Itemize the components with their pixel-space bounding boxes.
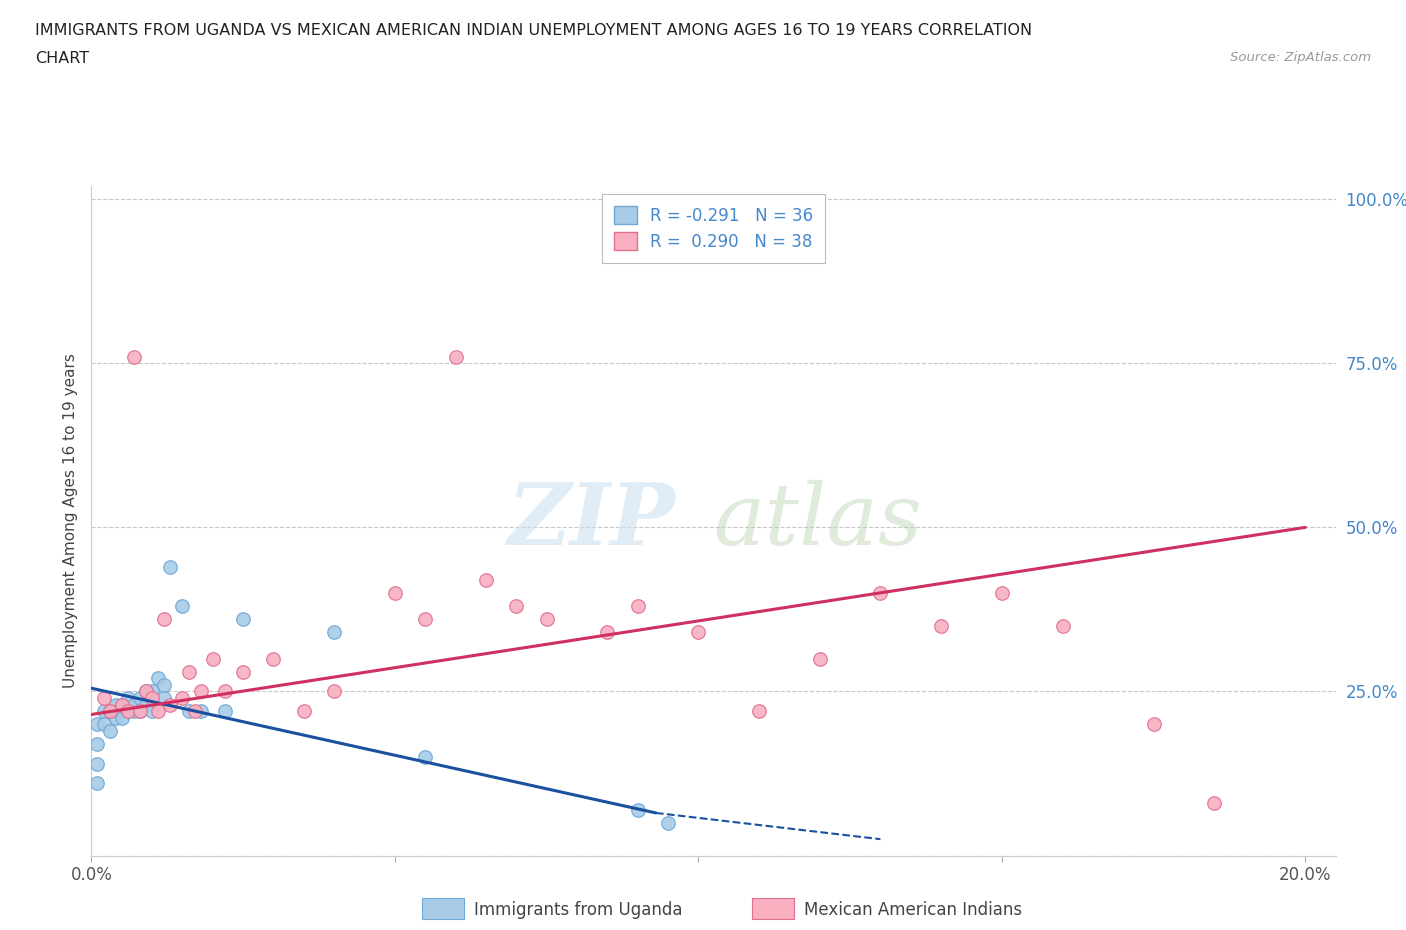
- Point: [159, 559, 181, 574]
- Point: [86, 776, 108, 790]
- Text: IMMIGRANTS FROM UGANDA VS MEXICAN AMERICAN INDIAN UNEMPLOYMENT AMONG AGES 16 TO : IMMIGRANTS FROM UGANDA VS MEXICAN AMERIC…: [35, 23, 1032, 38]
- Point: [991, 586, 1014, 601]
- Point: [141, 684, 163, 699]
- Point: [122, 698, 145, 712]
- Point: [93, 717, 115, 732]
- Point: [159, 698, 181, 712]
- Point: [117, 704, 139, 719]
- Point: [536, 612, 558, 627]
- Point: [93, 691, 115, 706]
- Point: [104, 698, 127, 712]
- Point: [111, 698, 134, 712]
- Point: [1204, 796, 1226, 811]
- Text: Source: ZipAtlas.com: Source: ZipAtlas.com: [1230, 51, 1371, 64]
- Point: [141, 704, 163, 719]
- Point: [177, 704, 200, 719]
- Point: [292, 704, 315, 719]
- Point: [444, 350, 467, 365]
- Point: [98, 724, 121, 738]
- Point: [1052, 618, 1074, 633]
- Point: [505, 599, 527, 614]
- Text: atlas: atlas: [713, 480, 922, 562]
- Legend: R = -0.291   N = 36, R =  0.290   N = 38: R = -0.291 N = 36, R = 0.290 N = 38: [602, 194, 825, 262]
- Point: [104, 711, 127, 725]
- Point: [177, 664, 200, 679]
- Point: [627, 803, 650, 817]
- Point: [153, 612, 176, 627]
- Point: [111, 711, 134, 725]
- Point: [172, 599, 194, 614]
- Point: [627, 599, 650, 614]
- Point: [98, 704, 121, 719]
- Text: ZIP: ZIP: [509, 479, 676, 563]
- Text: CHART: CHART: [35, 51, 89, 66]
- Point: [86, 756, 108, 771]
- Point: [129, 704, 152, 719]
- Point: [869, 586, 891, 601]
- Point: [86, 737, 108, 751]
- Y-axis label: Unemployment Among Ages 16 to 19 years: Unemployment Among Ages 16 to 19 years: [62, 353, 77, 688]
- Point: [688, 625, 710, 640]
- Point: [122, 350, 145, 365]
- Point: [129, 691, 152, 706]
- Point: [117, 691, 139, 706]
- Point: [117, 704, 139, 719]
- Point: [190, 704, 212, 719]
- Point: [141, 691, 163, 706]
- Point: [153, 691, 176, 706]
- Point: [183, 704, 205, 719]
- Text: Mexican American Indians: Mexican American Indians: [804, 900, 1022, 919]
- Point: [86, 717, 108, 732]
- Point: [214, 704, 236, 719]
- Point: [111, 698, 134, 712]
- Point: [413, 750, 436, 764]
- Point: [657, 816, 679, 830]
- Point: [384, 586, 406, 601]
- Point: [111, 704, 134, 719]
- Point: [190, 684, 212, 699]
- Point: [596, 625, 619, 640]
- Point: [929, 618, 952, 633]
- Point: [129, 704, 152, 719]
- Point: [323, 684, 346, 699]
- Point: [135, 698, 157, 712]
- Point: [214, 684, 236, 699]
- Point: [263, 651, 285, 666]
- Point: [413, 612, 436, 627]
- Point: [135, 684, 157, 699]
- Point: [808, 651, 831, 666]
- Point: [748, 704, 770, 719]
- Point: [475, 573, 498, 588]
- Point: [323, 625, 346, 640]
- Point: [153, 677, 176, 692]
- Point: [98, 704, 121, 719]
- Point: [135, 684, 157, 699]
- Point: [172, 691, 194, 706]
- Point: [122, 704, 145, 719]
- Point: [232, 664, 254, 679]
- Text: Immigrants from Uganda: Immigrants from Uganda: [474, 900, 682, 919]
- Point: [146, 671, 169, 685]
- Point: [232, 612, 254, 627]
- Point: [1142, 717, 1164, 732]
- Point: [201, 651, 224, 666]
- Point: [93, 704, 115, 719]
- Point: [146, 704, 169, 719]
